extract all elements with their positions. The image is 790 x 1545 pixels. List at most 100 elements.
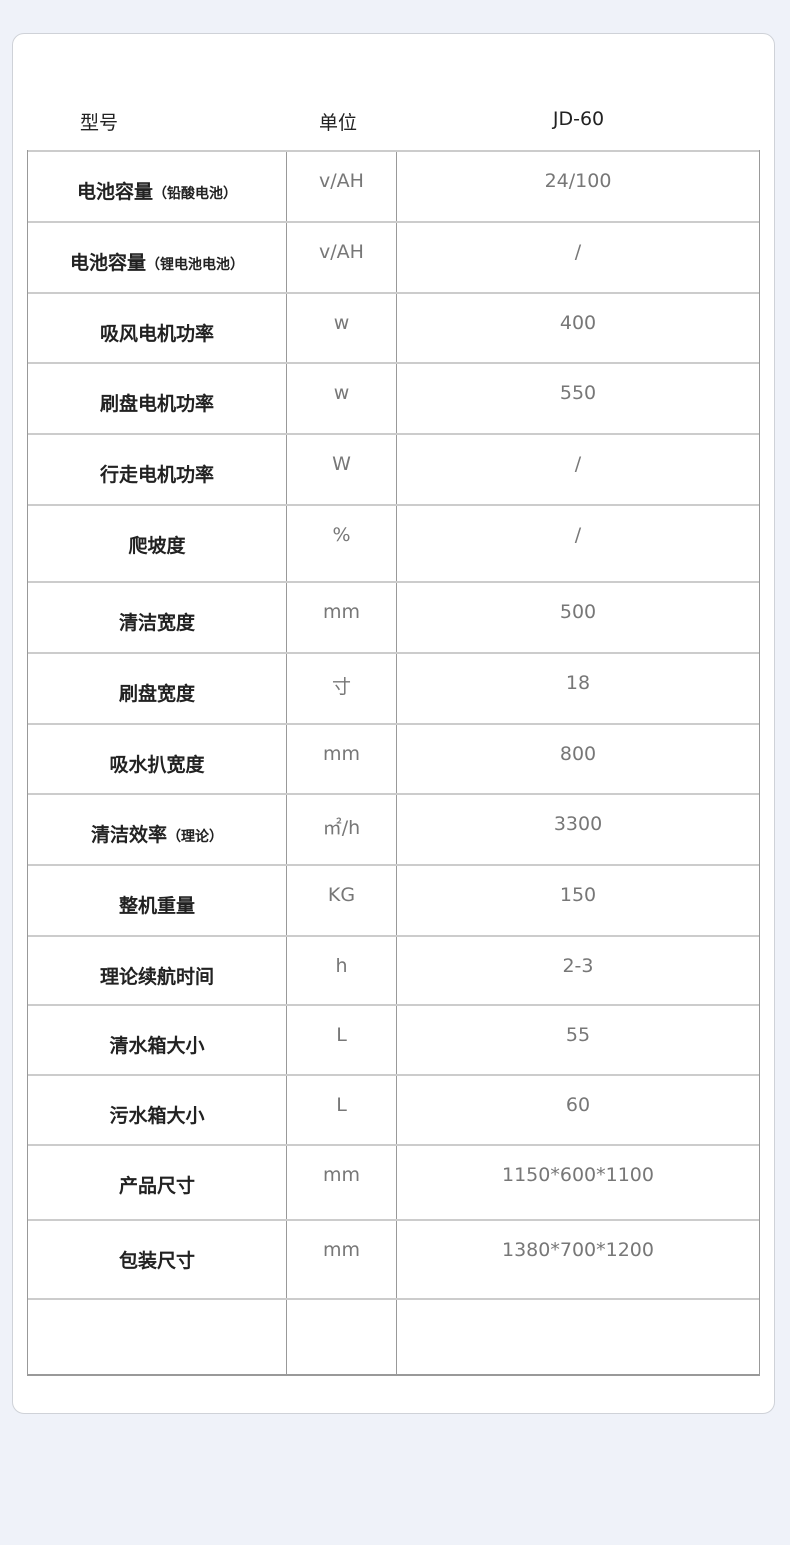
unit-value: mm — [322, 601, 361, 623]
table-row: 清洁效率（理论） ㎡/h 3300 — [28, 793, 759, 864]
param-label: 刷盘宽度 — [28, 679, 286, 706]
value-cell: 1150*600*1100 — [397, 1146, 759, 1219]
unit-value: h — [335, 955, 348, 977]
unit-cell: mm — [287, 725, 397, 793]
unit-value: L — [336, 1024, 347, 1046]
unit-cell: w — [287, 364, 397, 433]
param-name: 清水箱大小 — [109, 1035, 205, 1057]
unit-value: W — [332, 453, 351, 475]
header-model-value: JD-60 — [552, 108, 605, 130]
param-note: （锂电池电池） — [146, 257, 244, 273]
param-note: （理论） — [167, 829, 223, 845]
spec-value: / — [574, 453, 582, 475]
spec-value: 1380*700*1200 — [502, 1239, 654, 1261]
param-label: 理论续航时间 — [28, 962, 286, 989]
table-row — [28, 1298, 759, 1374]
param-cell: 清洁宽度 — [28, 583, 287, 652]
param-label: 产品尺寸 — [28, 1171, 286, 1198]
table-row: 吸水扒宽度 mm 800 — [28, 723, 759, 793]
unit-cell: v/AH — [287, 223, 397, 292]
param-cell: 理论续航时间 — [28, 937, 287, 1004]
spec-value: 24/100 — [544, 170, 612, 192]
param-label: 行走电机功率 — [28, 460, 286, 487]
param-name: 整机重量 — [118, 895, 195, 917]
value-cell — [397, 1300, 759, 1374]
param-label: 清水箱大小 — [28, 1031, 286, 1058]
unit-value: 寸 — [331, 676, 351, 698]
param-cell: 爬坡度 — [28, 506, 287, 581]
unit-cell: L — [287, 1076, 397, 1144]
param-cell: 包装尺寸 — [28, 1221, 287, 1298]
value-cell: 3300 — [397, 795, 759, 864]
param-label: 吸水扒宽度 — [28, 750, 286, 777]
table-row: 行走电机功率 W / — [28, 433, 759, 504]
unit-value: mm — [322, 743, 361, 765]
unit-cell: W — [287, 435, 397, 504]
param-name: 电池容量 — [69, 252, 146, 274]
unit-value: % — [332, 524, 351, 546]
header-model-label: 型号 — [80, 112, 119, 134]
header-unit-label: 单位 — [319, 112, 358, 134]
table-row: 产品尺寸 mm 1150*600*1100 — [28, 1144, 759, 1219]
param-name: 刷盘电机功率 — [99, 393, 214, 415]
value-cell: / — [397, 435, 759, 504]
spec-value: 2-3 — [562, 955, 594, 977]
spec-value: 60 — [565, 1094, 591, 1116]
unit-value: v/AH — [319, 170, 364, 192]
param-cell: 吸风电机功率 — [28, 294, 287, 362]
value-cell: 150 — [397, 866, 759, 935]
param-name: 污水箱大小 — [109, 1105, 205, 1127]
spec-table: 电池容量（铅酸电池） v/AH 24/100 电池容量（锂电池电池） v/AH /… — [27, 150, 760, 1376]
spec-value: 400 — [559, 312, 597, 334]
param-cell: 刷盘宽度 — [28, 654, 287, 723]
param-name: 理论续航时间 — [99, 966, 214, 988]
unit-cell: ㎡/h — [287, 795, 397, 864]
unit-cell: v/AH — [287, 152, 397, 221]
table-row: 清洁宽度 mm 500 — [28, 581, 759, 652]
param-name: 吸风电机功率 — [99, 323, 214, 345]
table-row: 包装尺寸 mm 1380*700*1200 — [28, 1219, 759, 1298]
param-label: 吸风电机功率 — [28, 319, 286, 346]
unit-value: w — [333, 312, 350, 334]
param-name: 清洁效率 — [90, 824, 167, 846]
unit-value: w — [333, 382, 350, 404]
param-name: 吸水扒宽度 — [109, 754, 205, 776]
spec-value: 3300 — [553, 813, 603, 835]
value-cell: 18 — [397, 654, 759, 723]
spec-value: / — [574, 241, 582, 263]
table-row: 整机重量 KG 150 — [28, 864, 759, 935]
param-cell: 电池容量（铅酸电池） — [28, 152, 287, 221]
value-cell: 24/100 — [397, 152, 759, 221]
param-cell: 污水箱大小 — [28, 1076, 287, 1144]
param-label: 清洁效率（理论） — [28, 820, 286, 847]
table-row: 刷盘宽度 寸 18 — [28, 652, 759, 723]
param-label: 爬坡度 — [28, 531, 286, 558]
param-name: 爬坡度 — [128, 535, 186, 557]
table-row: 刷盘电机功率 w 550 — [28, 362, 759, 433]
param-name: 产品尺寸 — [118, 1175, 195, 1197]
param-cell: 行走电机功率 — [28, 435, 287, 504]
param-cell: 产品尺寸 — [28, 1146, 287, 1219]
param-cell: 电池容量（锂电池电池） — [28, 223, 287, 292]
param-label: 电池容量（锂电池电池） — [28, 248, 286, 275]
spec-value: 800 — [559, 743, 597, 765]
table-row: 吸风电机功率 w 400 — [28, 292, 759, 362]
param-name: 包装尺寸 — [118, 1250, 195, 1272]
param-name: 电池容量 — [76, 181, 153, 203]
value-cell: 800 — [397, 725, 759, 793]
param-label: 刷盘电机功率 — [28, 389, 286, 416]
param-name: 清洁宽度 — [118, 612, 195, 634]
value-cell: 1380*700*1200 — [397, 1221, 759, 1298]
value-cell: 500 — [397, 583, 759, 652]
param-cell: 整机重量 — [28, 866, 287, 935]
unit-cell: KG — [287, 866, 397, 935]
unit-cell: mm — [287, 1221, 397, 1298]
param-cell: 清洁效率（理论） — [28, 795, 287, 864]
table-row: 爬坡度 % / — [28, 504, 759, 581]
unit-cell: w — [287, 294, 397, 362]
unit-value: mm — [322, 1239, 361, 1261]
param-label: 整机重量 — [28, 891, 286, 918]
unit-cell — [287, 1300, 397, 1374]
value-cell: 55 — [397, 1006, 759, 1074]
param-note: （铅酸电池） — [153, 186, 237, 202]
